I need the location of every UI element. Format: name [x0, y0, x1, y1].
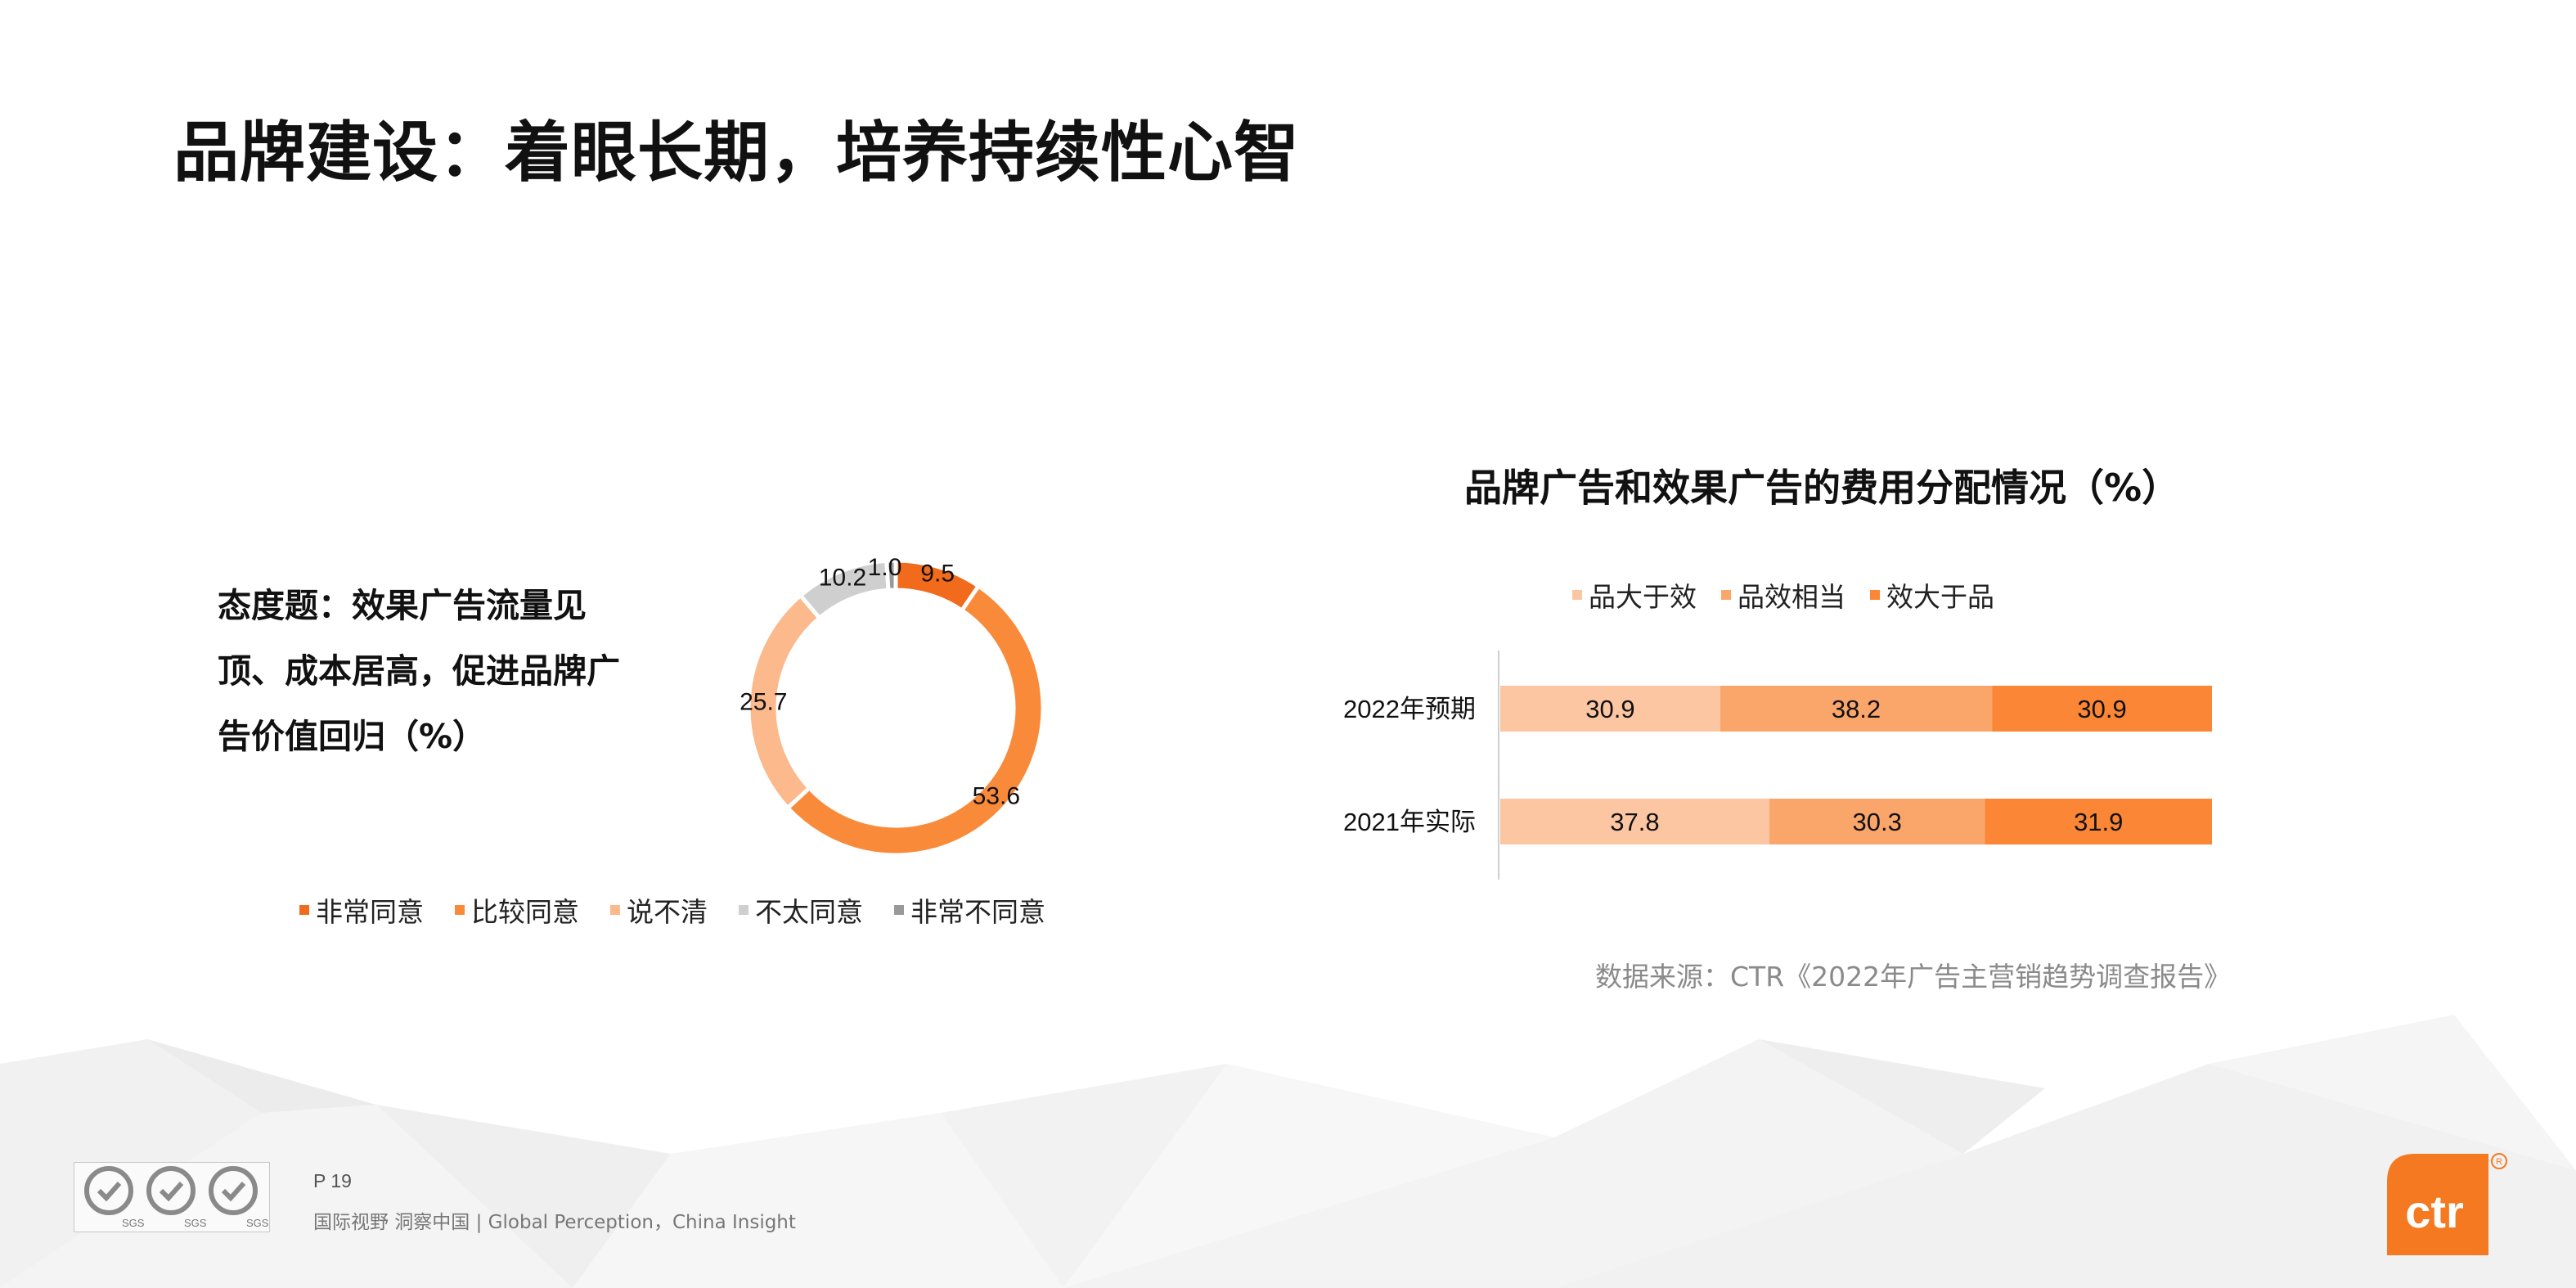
donut-value-label: 1.0 [868, 554, 902, 581]
question-text: 态度题：效果广告流量见顶、成本居高，促进品牌广告价值回归（%） [218, 586, 620, 756]
bar-value-label: 31.9 [2074, 808, 2123, 836]
legend-label: 品大于效 [1589, 581, 1697, 613]
registered-mark-icon: R [2491, 1153, 2507, 1169]
legend-label: 非常不同意 [910, 896, 1045, 928]
legend-swatch [1572, 590, 1582, 600]
bar-segment [1500, 799, 1769, 844]
legend-label: 比较同意 [471, 896, 579, 928]
page-title: 品牌建设：着眼长期，培养持续性心智 [173, 115, 1300, 191]
legend-swatch [1870, 590, 1880, 600]
ctr-logo-text: ctr [2405, 1186, 2464, 1237]
page-number: P 19 [313, 1170, 352, 1191]
legend-swatch [610, 905, 620, 915]
legend-swatch [739, 905, 749, 915]
sgs-label: SGS [246, 1217, 269, 1229]
legend-swatch [894, 905, 904, 915]
legend-label: 不太同意 [755, 896, 863, 928]
donut-value-label: 53.6 [973, 783, 1020, 810]
sgs-certification-badges: SGS SGS SGS [74, 1162, 270, 1232]
donut-value-label: 25.7 [740, 688, 787, 715]
legend-swatch [455, 905, 465, 915]
bar-value-label: 37.8 [1610, 808, 1659, 836]
bar-value-label: 30.9 [2077, 695, 2126, 723]
sgs-label: SGS [122, 1217, 145, 1229]
sgs-seal-icon: SGS [146, 1166, 207, 1229]
legend-item: 非常同意 [299, 890, 424, 930]
donut-slice [884, 558, 898, 592]
bar-segment [1720, 686, 1993, 732]
footer-slogan: 国际视野 洞察中国 | Global Perception，China Insi… [313, 1212, 796, 1233]
legend-item: 品大于效 [1572, 575, 1697, 615]
bar-segment [1500, 686, 1720, 732]
source-note: 数据来源：CTR《2022年广告主营销趋势调查报告》 [1595, 961, 2232, 993]
background-polygons [0, 1015, 2576, 1288]
category-label: 2022年预期 [1343, 695, 1476, 723]
donut-value-label: 9.5 [920, 561, 955, 588]
bar-value-label: 38.2 [1832, 695, 1881, 723]
bar-segment [1992, 686, 2212, 732]
sgs-seal-icon: SGS [209, 1166, 269, 1229]
bar-segment [1985, 799, 2212, 844]
sgs-seal-icon: SGS [84, 1166, 145, 1229]
bar-value-label: 30.9 [1585, 695, 1634, 723]
donut-slice [784, 583, 1045, 858]
legend-label: 品效相当 [1738, 581, 1845, 613]
legend-item: 效大于品 [1870, 575, 1994, 615]
legend-item: 说不清 [610, 890, 708, 930]
legend-swatch [1721, 590, 1731, 600]
legend-label: 非常同意 [316, 896, 424, 928]
legend-item: 不太同意 [739, 890, 863, 930]
ctr-logo: ctr [2387, 1154, 2488, 1255]
legend-item: 比较同意 [455, 890, 579, 930]
legend-label: 说不清 [627, 896, 708, 928]
stacked-bar-chart: 2022年预期 30.9 38.2 30.9 2021年实际 37.8 30.3 31.9 [1343, 651, 2212, 880]
legend-label: 效大于品 [1886, 581, 1994, 613]
donut-legend: 非常同意 比较同意 说不清 不太同意 非常不同意 [299, 890, 1045, 930]
svg-text:R: R [2496, 1157, 2502, 1167]
donut-value-label: 10.2 [819, 565, 866, 592]
legend-item: 非常不同意 [894, 890, 1045, 930]
donut-chart: 9.5 53.6 25.7 10.2 1.0 [740, 554, 1045, 858]
bar-value-label: 30.3 [1852, 808, 1901, 836]
category-label: 2021年实际 [1343, 808, 1476, 836]
sgs-label: SGS [184, 1217, 207, 1229]
bar-segment [1769, 799, 1985, 844]
legend-swatch [299, 905, 309, 915]
bar-chart-title: 品牌广告和效果广告的费用分配情况（%） [1464, 466, 2180, 510]
bar-legend: 品大于效 品效相当 效大于品 [1572, 575, 1994, 615]
legend-item: 品效相当 [1721, 575, 1845, 615]
